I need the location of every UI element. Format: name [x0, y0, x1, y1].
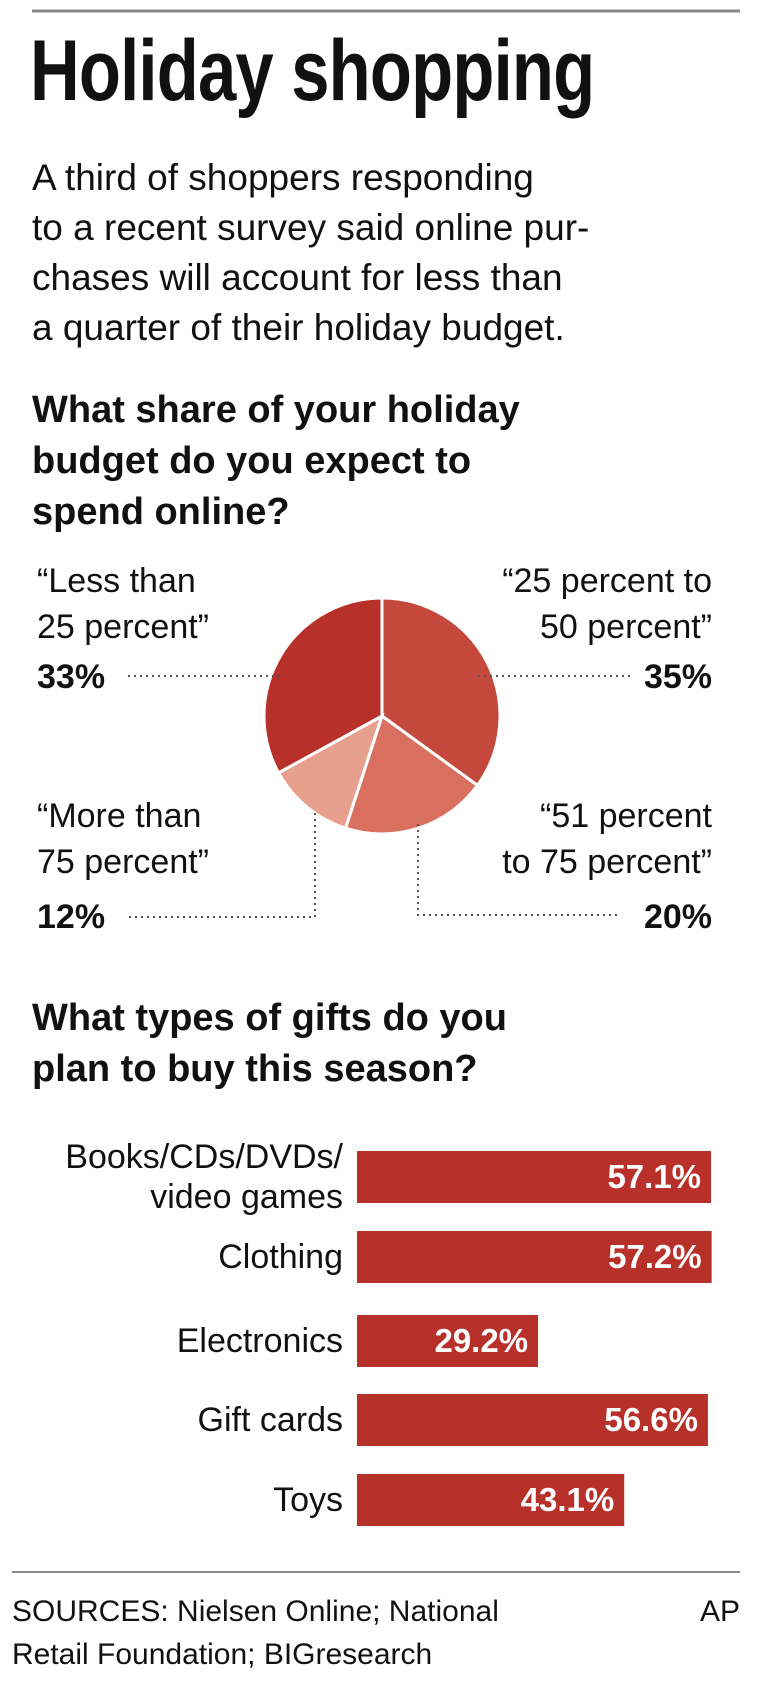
pie-slice	[262, 596, 384, 775]
pie-slice	[276, 712, 385, 831]
slice-value: 20%	[643, 898, 712, 936]
title: Holiday shopping	[30, 23, 595, 119]
leader-line	[417, 824, 620, 916]
sources: SOURCES: Nielsen Online; National Retail…	[12, 1595, 499, 1671]
slice-value: 35%	[643, 658, 712, 696]
bar	[357, 1315, 539, 1367]
pie-slice	[380, 596, 502, 788]
bar-value: 56.6%	[604, 1401, 698, 1438]
bar	[357, 1474, 625, 1526]
bar-category: Clothing	[218, 1238, 343, 1276]
slice-label: “25 percent to 50 percent”	[502, 562, 712, 646]
slice-label: “51 percent to 75 percent”	[502, 797, 712, 881]
bar-value: 43.1%	[520, 1481, 615, 1518]
slice-label: “Less than 25 percent”	[37, 562, 209, 646]
bar-value: 57.1%	[607, 1158, 702, 1195]
description: A third of shoppers responding to a rece…	[32, 157, 590, 348]
bar-question: What types of gifts do you plan to buy t…	[32, 997, 507, 1090]
bar-value: 29.2%	[434, 1322, 529, 1359]
bar-category: Toys	[273, 1481, 343, 1519]
bar-category: Gift cards	[197, 1401, 343, 1439]
slice-value: 12%	[37, 898, 106, 936]
slice-value: 33%	[37, 658, 106, 696]
bar-value: 57.2%	[608, 1238, 702, 1275]
leader-line	[128, 813, 316, 918]
bar	[357, 1231, 712, 1283]
credit: AP	[699, 1595, 740, 1628]
bar	[357, 1394, 708, 1446]
slice-label: “More than 75 percent”	[37, 797, 209, 881]
pie-slice	[343, 713, 480, 836]
bar-category: Books/CDs/DVDs/ video games	[65, 1138, 343, 1216]
bar	[357, 1151, 712, 1203]
pie-question: What share of your holiday budget do you…	[32, 389, 520, 533]
bar-category: Electronics	[176, 1322, 343, 1360]
